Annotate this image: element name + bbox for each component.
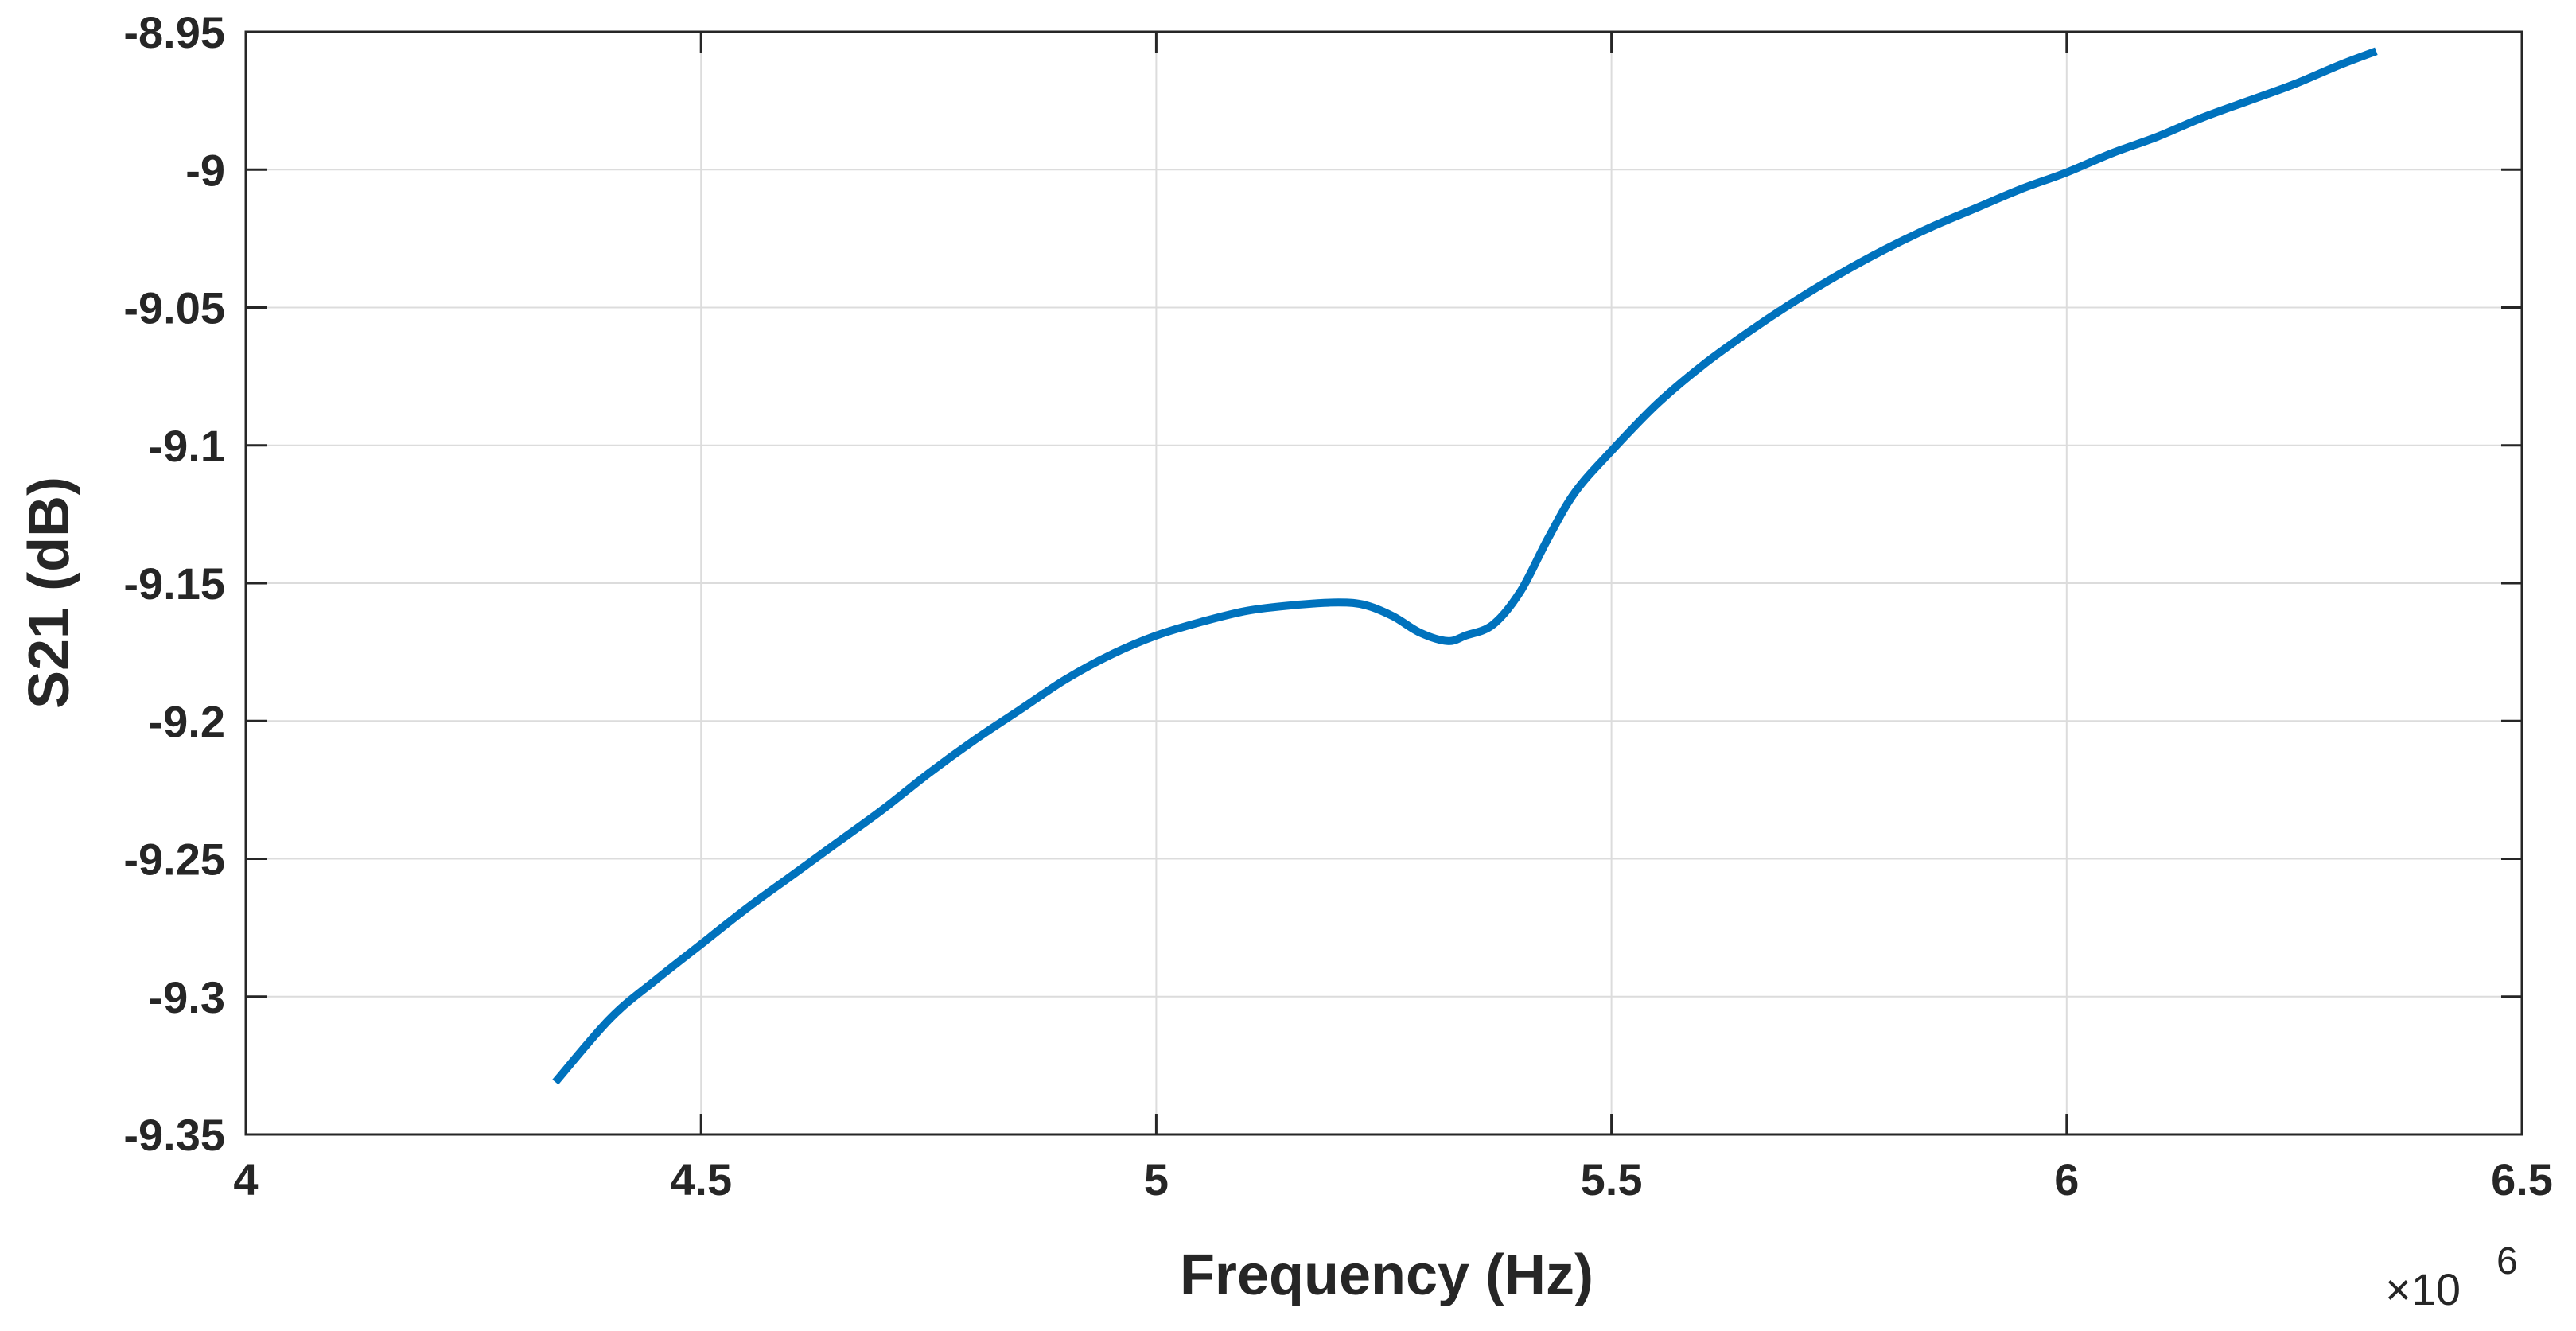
x-tick-label: 4 — [233, 1154, 258, 1205]
y-tick-label: -9.2 — [149, 696, 226, 746]
y-tick-label: -9.1 — [149, 421, 226, 471]
series-line-0 — [552, 47, 2378, 1085]
x-tick-labels: 4 4.5 5 5.5 6 6.5 — [233, 1154, 2553, 1205]
x-exponent-prefix: ×10 — [2385, 1264, 2461, 1314]
x-tick-label: 5.5 — [1581, 1154, 1643, 1205]
x-exponent-power: 6 — [2496, 1240, 2518, 1282]
y-tick-label: -8.95 — [123, 7, 225, 57]
series-layer — [552, 47, 2378, 1085]
x-tick-label: 6.5 — [2491, 1154, 2553, 1205]
y-axis-label: S21 (dB) — [18, 477, 81, 709]
y-tick-label: -9 — [185, 145, 225, 195]
y-tick-label: -9.25 — [123, 835, 225, 885]
y-tick-label: -9.35 — [123, 1110, 225, 1160]
x-tick-label: 6 — [2054, 1154, 2079, 1205]
y-tick-label: -9.15 — [123, 558, 225, 609]
x-axis-label: Frequency (Hz) — [1180, 1243, 1593, 1307]
y-tick-label: -9.05 — [123, 283, 225, 333]
y-tick-label: -9.3 — [149, 972, 226, 1022]
x-tick-label: 5 — [1144, 1154, 1169, 1205]
axes-box — [244, 30, 2523, 1136]
axes — [244, 30, 2523, 1136]
x-tick-label: 4.5 — [670, 1154, 732, 1205]
y-tick-labels: -8.95 -9 -9.05 -9.1 -9.15 -9.2 -9.25 -9.3 -9.35 — [123, 7, 225, 1160]
